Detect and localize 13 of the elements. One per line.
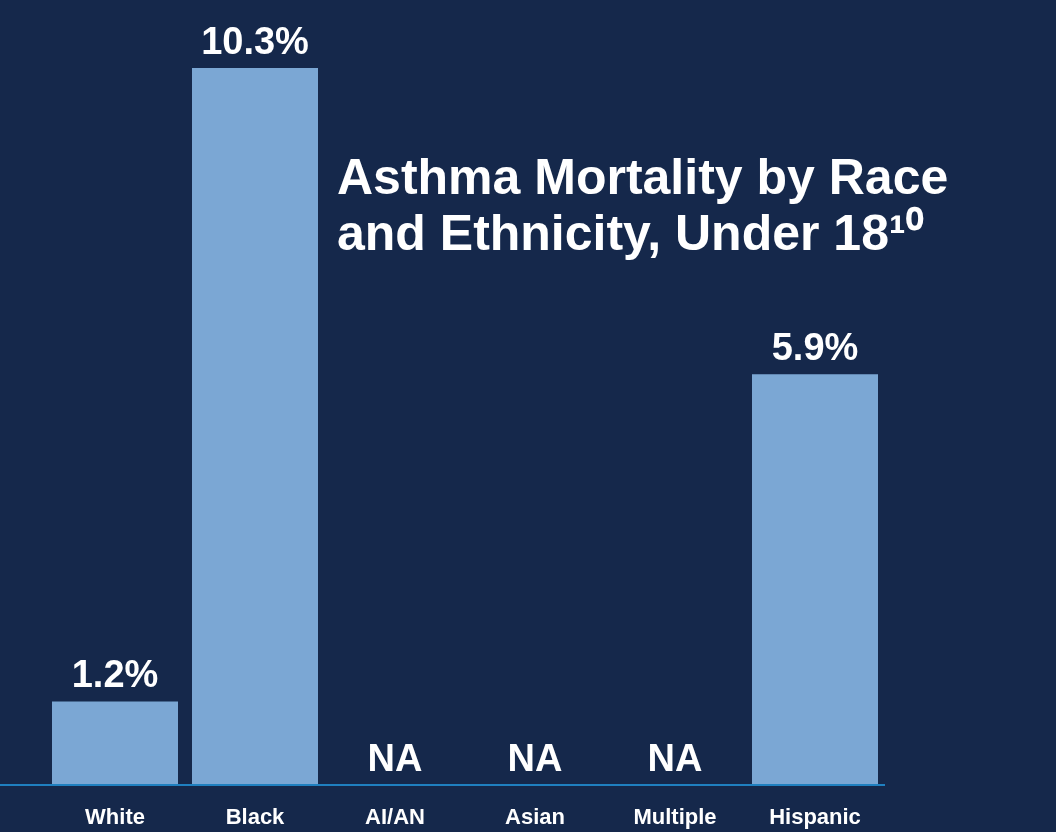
x-tick-label: Multiple: [633, 804, 717, 829]
data-label: 10.3%: [201, 20, 309, 62]
text: NA: [507, 737, 563, 779]
x-tick-label: Hispanic: [769, 804, 861, 829]
text: Asthma Mortality by Race and Ethnicity, Under 18¹⁰: [337, 149, 949, 261]
x-tick-label: White: [85, 804, 145, 829]
data-label: 5.9%: [771, 326, 859, 369]
data-label: 1.2%: [71, 653, 159, 696]
x-tick-label: Asian: [505, 804, 565, 829]
text: NA: [647, 737, 703, 779]
x-tick-label: AI/AN: [365, 804, 425, 829]
text: NA: [367, 737, 423, 779]
x-tick-label: Black: [225, 804, 286, 829]
